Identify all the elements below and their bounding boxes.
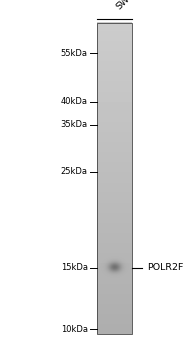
Text: 10kDa: 10kDa: [61, 324, 88, 334]
Text: 55kDa: 55kDa: [61, 49, 88, 58]
Text: 25kDa: 25kDa: [61, 167, 88, 176]
Bar: [97, 23, 132, 334]
Text: 40kDa: 40kDa: [61, 97, 88, 106]
Text: POLR2F: POLR2F: [147, 263, 183, 272]
Text: SW620: SW620: [115, 0, 145, 11]
Text: 35kDa: 35kDa: [61, 120, 88, 129]
Text: 15kDa: 15kDa: [61, 263, 88, 272]
